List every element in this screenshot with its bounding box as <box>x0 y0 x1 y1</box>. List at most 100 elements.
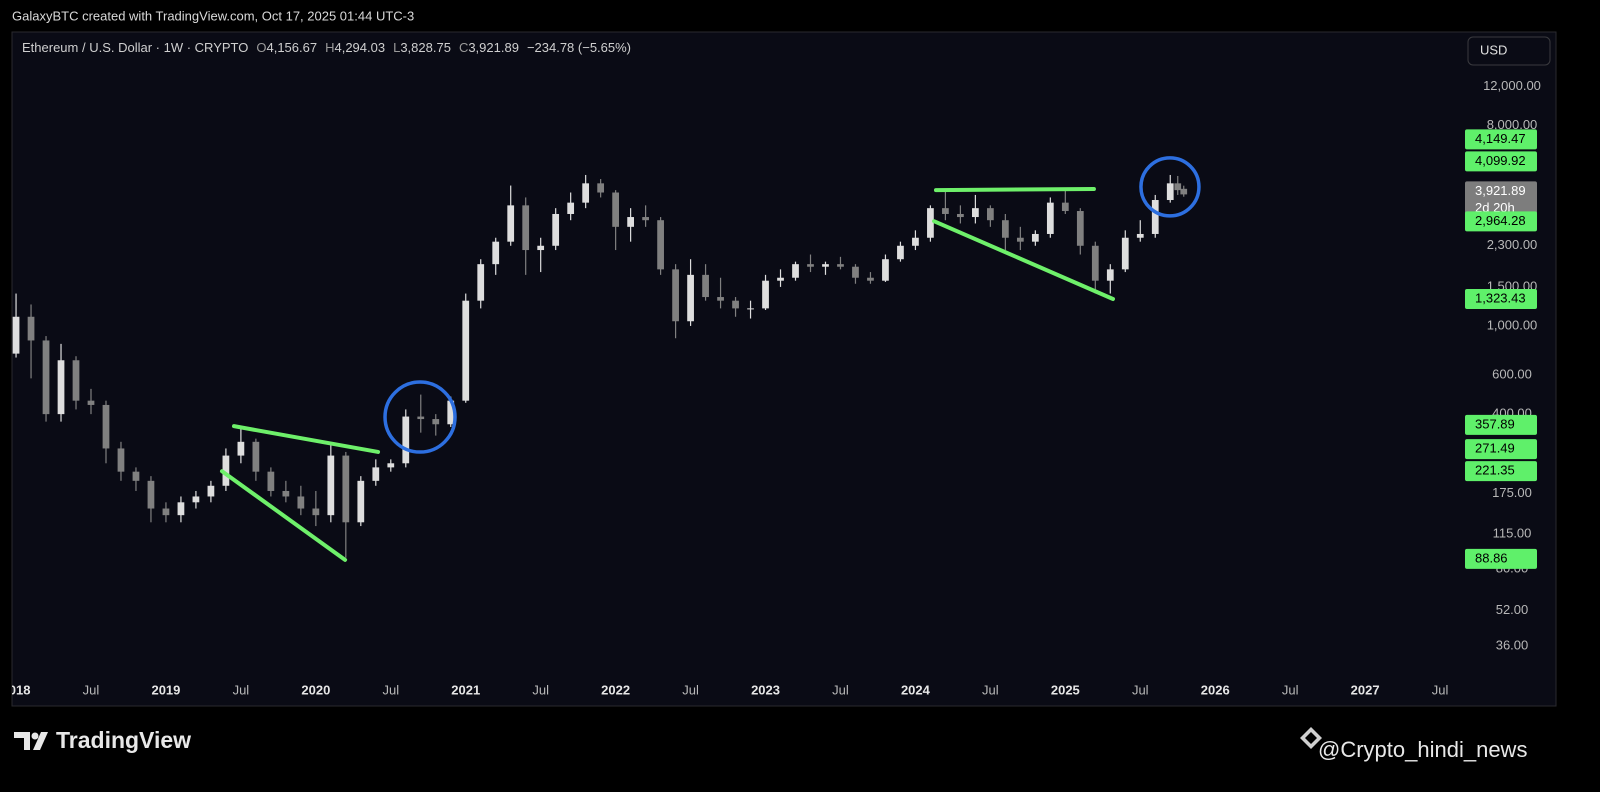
legend-key: C <box>459 40 468 55</box>
candle-body <box>822 264 829 267</box>
x-tick-label: Jul <box>1432 682 1449 697</box>
candle <box>972 194 979 224</box>
candle-body <box>747 308 754 310</box>
brand-logo[interactable]: TradingView <box>14 727 191 753</box>
candle-body <box>42 340 50 415</box>
price-tag-label: 221.35 <box>1475 463 1515 478</box>
candle <box>1001 213 1009 251</box>
candle <box>912 230 919 251</box>
candle <box>237 426 245 464</box>
candle <box>267 467 275 497</box>
price-tag-label: 2,964.28 <box>1475 213 1526 228</box>
candle <box>522 197 530 275</box>
y-tick-label: 52.00 <box>1496 602 1529 617</box>
candle <box>72 356 80 410</box>
y-tick-label: 36.00 <box>1496 637 1529 652</box>
candle-body <box>57 360 65 415</box>
trendline <box>932 219 1115 301</box>
y-tick-label: 175.00 <box>1492 485 1532 500</box>
candle-body <box>417 416 425 420</box>
candle-body <box>1174 183 1182 191</box>
candle <box>327 445 335 523</box>
price-tag-label: 4,149.47 <box>1475 131 1526 146</box>
logo-slash <box>33 732 48 750</box>
candle <box>1151 194 1159 238</box>
candle-body <box>627 217 634 227</box>
legend-value: 4,294.03 <box>334 40 385 55</box>
x-tick-label: 2022 <box>601 682 630 697</box>
x-tick-label: 2025 <box>1051 682 1080 697</box>
price-tag-label: 1,323.43 <box>1475 290 1526 305</box>
candle-body <box>927 208 934 238</box>
candle <box>1076 208 1084 255</box>
trendline <box>231 424 381 454</box>
candle <box>372 459 380 486</box>
candle-body <box>1136 233 1144 238</box>
candle-body <box>777 277 784 281</box>
candle-body <box>432 419 440 425</box>
candle-body <box>1046 202 1054 234</box>
candle <box>312 490 320 527</box>
candle-body <box>852 266 859 278</box>
candle-body <box>372 467 380 481</box>
candle <box>462 293 470 403</box>
candle-body <box>177 502 185 516</box>
candle-body <box>567 202 575 214</box>
candle-body <box>117 448 125 472</box>
candle-body <box>582 183 590 203</box>
candle-body <box>537 245 545 251</box>
legend: Ethereum / U.S. Dollar · 1W · CRYPTO O4,1… <box>22 40 631 55</box>
price-tag-label: 4,099.92 <box>1475 153 1526 168</box>
candle-body <box>837 264 844 267</box>
credit: GalaxyBTC created with TradingView.com, … <box>12 8 414 23</box>
price-tag-label: 3,921.89 <box>1475 183 1526 198</box>
candle-body <box>342 455 350 523</box>
x-tick-label: Jul <box>382 682 399 697</box>
candle-body <box>192 496 200 503</box>
candle <box>612 190 620 251</box>
candle-body <box>1106 269 1114 281</box>
candle-body <box>717 297 724 301</box>
legend-key: L <box>393 40 400 55</box>
price-tag <box>1465 288 1537 309</box>
x-tick-label: 2026 <box>1201 682 1230 697</box>
candle-body <box>477 264 485 301</box>
legend-key: O <box>256 40 266 55</box>
brand: TradingView <box>56 727 191 753</box>
x-tick-label: 2023 <box>751 682 780 697</box>
price-tag <box>1465 129 1537 150</box>
candle <box>552 208 560 251</box>
candle-body <box>1031 233 1039 242</box>
legend-change: −234.78 (−5.65%) <box>527 40 631 55</box>
candle-body <box>987 208 994 221</box>
candle <box>102 400 110 464</box>
candle <box>432 414 440 436</box>
currency-label[interactable]: USD <box>1480 42 1507 57</box>
candle <box>837 256 844 270</box>
candle <box>822 261 829 275</box>
candle <box>567 192 575 221</box>
candle <box>1180 185 1188 197</box>
candle-body <box>642 217 649 221</box>
candle <box>957 205 964 224</box>
candle-body <box>807 264 814 267</box>
candle-body <box>1076 211 1084 246</box>
price-tag-label: 357.89 <box>1475 416 1515 431</box>
candle <box>342 451 350 558</box>
price-tag <box>1465 548 1537 569</box>
candle-body <box>267 471 275 491</box>
candle <box>132 467 140 491</box>
trendline <box>220 469 348 562</box>
candle-body <box>897 245 904 260</box>
x-tick-label: Jul <box>1282 682 1299 697</box>
candle <box>1136 220 1144 242</box>
candle-body <box>402 416 410 464</box>
candle-body <box>597 183 605 193</box>
candle-body <box>132 471 140 481</box>
highlight-circle <box>1139 156 1201 218</box>
x-tick-label: Jul <box>682 682 699 697</box>
currency-button[interactable] <box>1467 36 1551 66</box>
candle-body <box>507 205 515 242</box>
candle-body <box>867 277 874 281</box>
price-tag <box>1465 461 1537 482</box>
